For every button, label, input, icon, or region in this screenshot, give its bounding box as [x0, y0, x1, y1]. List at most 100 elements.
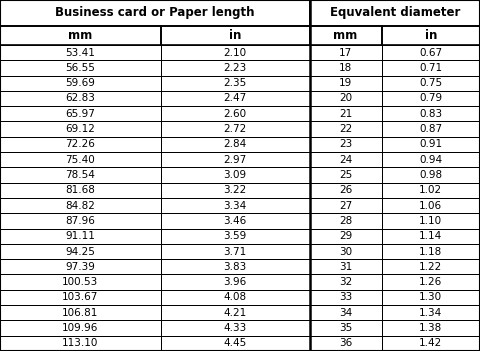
Text: 2.35: 2.35 [224, 78, 247, 88]
Bar [161, 290, 310, 305]
Text: 2.60: 2.60 [224, 109, 247, 119]
Text: 1.30: 1.30 [419, 292, 443, 303]
Text: 1.42: 1.42 [419, 338, 443, 348]
Text: 97.39: 97.39 [65, 262, 96, 272]
Text: 94.25: 94.25 [65, 246, 96, 257]
Bar [0, 106, 161, 121]
Bar [382, 60, 480, 75]
Text: mm: mm [68, 29, 93, 42]
Text: 113.10: 113.10 [62, 338, 98, 348]
Bar [0, 274, 161, 290]
Text: 1.18: 1.18 [419, 246, 443, 257]
Text: in: in [425, 29, 437, 42]
Text: 3.59: 3.59 [224, 231, 247, 241]
Bar [310, 45, 382, 60]
Text: 100.53: 100.53 [62, 277, 98, 287]
Text: 4.08: 4.08 [224, 292, 247, 303]
Bar [310, 26, 382, 45]
Bar [382, 137, 480, 152]
Bar [161, 26, 310, 45]
Text: 32: 32 [339, 277, 352, 287]
Text: 35: 35 [339, 323, 352, 333]
Bar [310, 183, 382, 198]
Text: 33: 33 [339, 292, 352, 303]
Bar [161, 167, 310, 183]
Bar [161, 183, 310, 198]
Text: 103.67: 103.67 [62, 292, 98, 303]
Text: 28: 28 [339, 216, 352, 226]
Text: 1.06: 1.06 [419, 201, 443, 211]
Text: 23: 23 [339, 139, 352, 150]
Text: 78.54: 78.54 [65, 170, 96, 180]
Text: 3.34: 3.34 [224, 201, 247, 211]
Bar [161, 229, 310, 244]
Text: 1.22: 1.22 [419, 262, 443, 272]
Text: 87.96: 87.96 [65, 216, 96, 226]
Text: 0.67: 0.67 [419, 48, 443, 58]
Bar [0, 259, 161, 274]
Text: 29: 29 [339, 231, 352, 241]
Bar [382, 305, 480, 320]
Bar [161, 213, 310, 229]
Text: 0.75: 0.75 [419, 78, 443, 88]
Bar [382, 45, 480, 60]
Bar [382, 198, 480, 213]
Bar [161, 274, 310, 290]
Text: 65.97: 65.97 [65, 109, 96, 119]
Bar [0, 60, 161, 75]
Text: in: in [229, 29, 241, 42]
Text: 1.02: 1.02 [419, 185, 443, 195]
Text: 0.83: 0.83 [419, 109, 443, 119]
Text: 0.87: 0.87 [419, 124, 443, 134]
Text: 91.11: 91.11 [65, 231, 96, 241]
Text: 30: 30 [339, 246, 352, 257]
Text: 4.45: 4.45 [224, 338, 247, 348]
Text: 3.09: 3.09 [224, 170, 247, 180]
Bar [0, 75, 161, 91]
Bar [382, 75, 480, 91]
Bar [382, 121, 480, 137]
Bar [310, 0, 480, 26]
Text: 69.12: 69.12 [65, 124, 96, 134]
Text: Equvalent diameter: Equvalent diameter [330, 6, 460, 19]
Text: 4.33: 4.33 [224, 323, 247, 333]
Text: 34: 34 [339, 308, 352, 318]
Bar [310, 305, 382, 320]
Text: 4.21: 4.21 [224, 308, 247, 318]
Bar [382, 167, 480, 183]
Bar [310, 137, 382, 152]
Bar [310, 320, 382, 336]
Bar [161, 320, 310, 336]
Text: 3.22: 3.22 [224, 185, 247, 195]
Bar [0, 137, 161, 152]
Bar [161, 75, 310, 91]
Text: 3.83: 3.83 [224, 262, 247, 272]
Bar [382, 274, 480, 290]
Text: 21: 21 [339, 109, 352, 119]
Text: 3.71: 3.71 [224, 246, 247, 257]
Text: 2.47: 2.47 [224, 93, 247, 104]
Bar [0, 26, 161, 45]
Bar [0, 290, 161, 305]
Text: 17: 17 [339, 48, 352, 58]
Bar [0, 45, 161, 60]
Text: 72.26: 72.26 [65, 139, 96, 150]
Bar [161, 198, 310, 213]
Bar [0, 213, 161, 229]
Bar [0, 305, 161, 320]
Bar [382, 244, 480, 259]
Bar [0, 183, 161, 198]
Bar [310, 167, 382, 183]
Bar [310, 213, 382, 229]
Text: 75.40: 75.40 [66, 155, 95, 165]
Bar [382, 152, 480, 167]
Bar [161, 106, 310, 121]
Bar [161, 244, 310, 259]
Bar [382, 336, 480, 351]
Bar [310, 198, 382, 213]
Bar [0, 152, 161, 167]
Bar [382, 183, 480, 198]
Text: 24: 24 [339, 155, 352, 165]
Bar [161, 91, 310, 106]
Text: 62.83: 62.83 [65, 93, 96, 104]
